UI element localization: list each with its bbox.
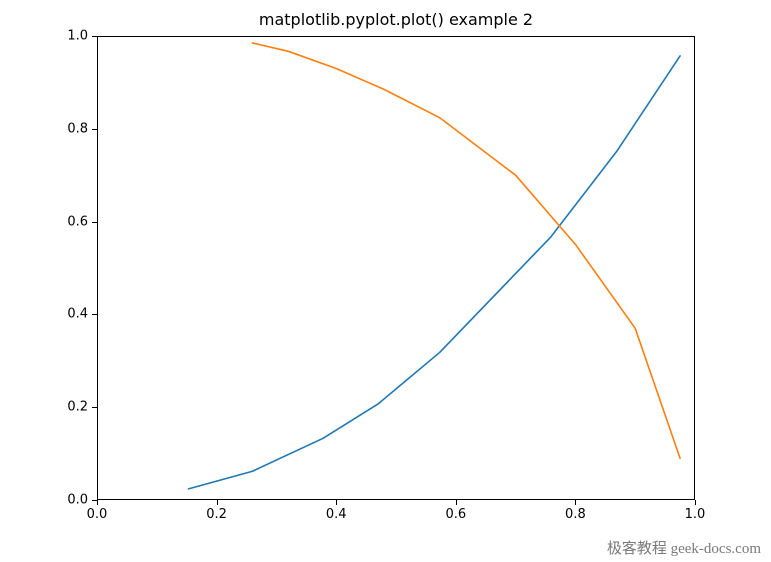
xtick-mark: [456, 500, 457, 505]
xtick-mark: [217, 500, 218, 505]
ytick-label: 1.0: [67, 29, 88, 44]
axes: matplotlib.pyplot.plot() example 2 0.00.…: [97, 36, 695, 500]
xtick-mark: [575, 500, 576, 505]
axes-border: [97, 36, 695, 500]
watermark: 极客教程 geek-docs.com: [607, 537, 761, 558]
ytick-label: 0.8: [67, 121, 88, 136]
ytick-label: 0.6: [67, 214, 88, 229]
chart-title: matplotlib.pyplot.plot() example 2: [97, 10, 695, 29]
xtick-label: 0.4: [326, 507, 347, 522]
ytick-mark: [92, 36, 97, 37]
xtick-label: 1.0: [685, 507, 706, 522]
xtick-mark: [695, 500, 696, 505]
ytick-mark: [92, 407, 97, 408]
xtick-label: 0.0: [87, 507, 108, 522]
ytick-mark: [92, 314, 97, 315]
xtick-mark: [336, 500, 337, 505]
xtick-label: 0.2: [206, 507, 227, 522]
figure: matplotlib.pyplot.plot() example 2 0.00.…: [0, 0, 771, 562]
ytick-label: 0.0: [67, 493, 88, 508]
ytick-label: 0.4: [67, 307, 88, 322]
ytick-label: 0.2: [67, 400, 88, 415]
xtick-label: 0.6: [445, 507, 466, 522]
ytick-mark: [92, 129, 97, 130]
ytick-mark: [92, 500, 97, 501]
xtick-label: 0.8: [565, 507, 586, 522]
xtick-mark: [97, 500, 98, 505]
ytick-mark: [92, 222, 97, 223]
